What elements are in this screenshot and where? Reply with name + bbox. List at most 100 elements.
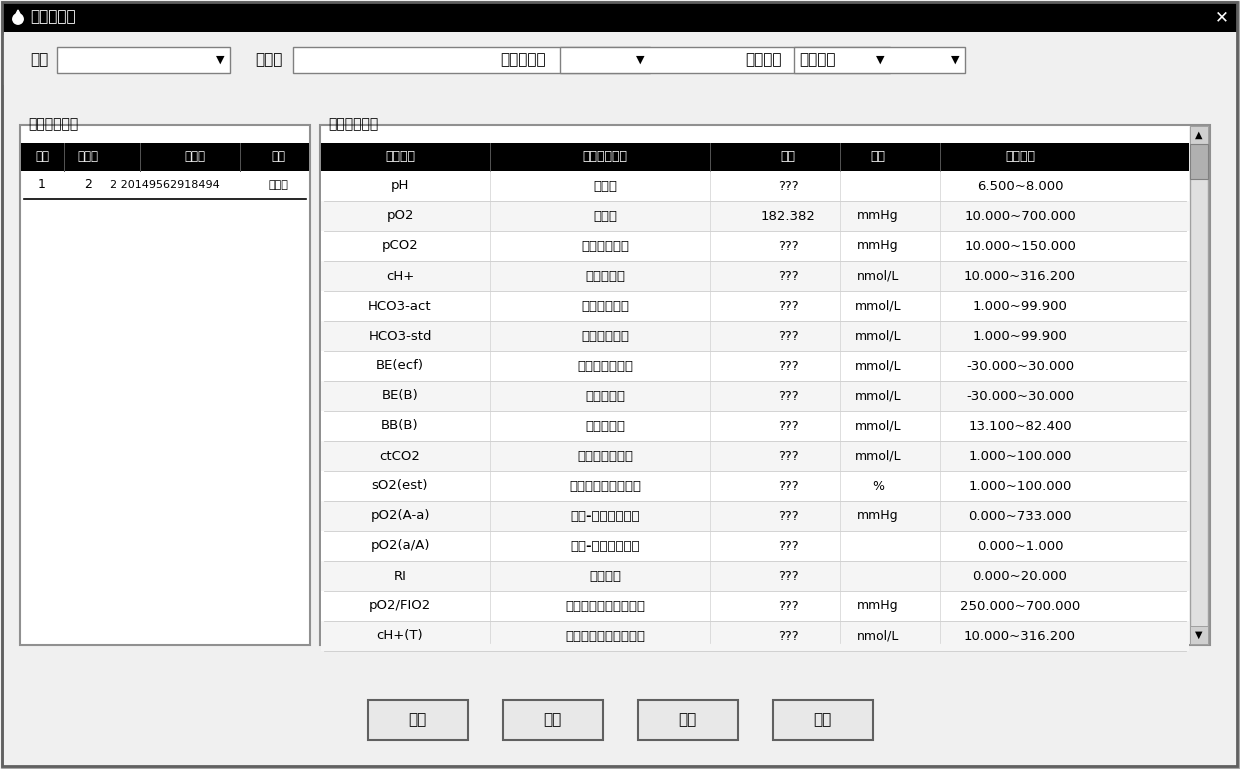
Text: ???: ???	[777, 480, 799, 492]
Bar	[57, 47, 229, 73]
Bar	[321, 351, 1189, 381]
Text: ???: ???	[777, 510, 799, 522]
Text: 1.000~100.000: 1.000~100.000	[968, 480, 1071, 492]
Text: 脐血样本信息: 脐血样本信息	[29, 117, 78, 131]
Bar	[321, 321, 1189, 351]
Bar	[21, 143, 309, 171]
Text: 病人号: 病人号	[255, 52, 283, 68]
Text: nmol/L: nmol/L	[857, 630, 899, 643]
Text: RI: RI	[393, 570, 407, 582]
Bar	[293, 47, 650, 73]
Text: 血氧饱和度（估计）: 血氧饱和度（估计）	[569, 480, 641, 492]
Text: 10.000~316.200: 10.000~316.200	[963, 269, 1076, 282]
Text: mmHg: mmHg	[857, 510, 899, 522]
Text: nmol/L: nmol/L	[857, 269, 899, 282]
Text: 1: 1	[38, 178, 46, 191]
Text: -30.000~30.000: -30.000~30.000	[966, 359, 1074, 372]
Text: 姓名: 姓名	[30, 52, 48, 68]
Text: 氧分压: 氧分压	[593, 209, 618, 222]
Text: %: %	[872, 480, 884, 492]
Text: 6.500~8.000: 6.500~8.000	[977, 179, 1063, 192]
Text: cH+: cH+	[386, 269, 414, 282]
Text: 细胞外液剩余碱: 细胞外液剩余碱	[577, 359, 632, 372]
Text: ▼: ▼	[1195, 630, 1203, 640]
Bar	[794, 47, 965, 73]
Text: 1.000~99.900: 1.000~99.900	[972, 299, 1068, 312]
Bar	[321, 201, 1189, 231]
Text: 单位: 单位	[870, 151, 885, 164]
Text: ???: ???	[777, 450, 799, 462]
Bar	[321, 381, 1189, 411]
Text: 动脉-肺泡氧分压比: 动脉-肺泡氧分压比	[570, 540, 640, 552]
Text: mmol/L: mmol/L	[854, 329, 901, 342]
Text: 退出: 退出	[813, 713, 832, 727]
Bar	[20, 125, 310, 645]
Text: 标本号: 标本号	[77, 151, 98, 164]
Text: 结果: 结果	[780, 151, 796, 164]
Bar	[367, 700, 467, 740]
Bar	[2, 2, 1238, 32]
Text: 样本号: 样本号	[185, 151, 206, 164]
Text: 182.382: 182.382	[760, 209, 816, 222]
Text: 二氧化碳分压: 二氧化碳分压	[582, 239, 629, 252]
Text: -30.000~30.000: -30.000~30.000	[966, 390, 1074, 402]
Text: mmol/L: mmol/L	[854, 390, 901, 402]
Text: 250.000~700.000: 250.000~700.000	[960, 600, 1080, 612]
Text: ???: ???	[777, 570, 799, 582]
Text: pCO2: pCO2	[382, 239, 418, 252]
Bar	[321, 621, 1189, 651]
Text: pO2(a/A): pO2(a/A)	[371, 540, 430, 552]
Text: 血液剩余碱: 血液剩余碱	[585, 390, 625, 402]
Text: HCO3-act: HCO3-act	[368, 299, 432, 312]
Text: ✕: ✕	[1215, 8, 1229, 26]
Circle shape	[12, 14, 24, 24]
Text: cH+(T): cH+(T)	[377, 630, 423, 643]
Text: ???: ???	[777, 269, 799, 282]
Text: 刷新: 刷新	[408, 713, 427, 727]
Text: 肺泡-动脉氧分压差: 肺泡-动脉氧分压差	[570, 510, 640, 522]
Text: 样本类型: 样本类型	[745, 52, 781, 68]
Text: ▼: ▼	[875, 55, 884, 65]
Text: 0.000~1.000: 0.000~1.000	[977, 540, 1063, 552]
Bar	[321, 531, 1189, 561]
Text: 总二氧化碳浓度: 总二氧化碳浓度	[577, 450, 632, 462]
Bar	[321, 471, 1189, 501]
Text: 10.000~316.200: 10.000~316.200	[963, 630, 1076, 643]
Bar	[321, 231, 1189, 261]
Text: 删除: 删除	[543, 713, 562, 727]
Bar	[1190, 144, 1208, 179]
Text: ???: ???	[777, 359, 799, 372]
Text: mmol/L: mmol/L	[854, 450, 901, 462]
Text: 1.000~99.900: 1.000~99.900	[972, 329, 1068, 342]
Text: mmol/L: mmol/L	[854, 420, 901, 432]
Text: 操作者工号: 操作者工号	[500, 52, 546, 68]
Bar	[321, 261, 1189, 291]
Text: 氧分压与吸氧组分比值: 氧分压与吸氧组分比值	[565, 600, 645, 612]
Text: ▼: ▼	[636, 55, 645, 65]
Text: 标准碳酸氢根: 标准碳酸氢根	[582, 329, 629, 342]
Text: 0.000~20.000: 0.000~20.000	[972, 570, 1068, 582]
Bar	[321, 591, 1189, 621]
Text: ctCO2: ctCO2	[379, 450, 420, 462]
Text: ???: ???	[777, 179, 799, 192]
Text: pO2/FIO2: pO2/FIO2	[368, 600, 432, 612]
Bar	[321, 441, 1189, 471]
Bar	[1190, 126, 1208, 144]
Text: ???: ???	[777, 540, 799, 552]
Text: pO2: pO2	[386, 209, 414, 222]
Text: 血液缓冲碱: 血液缓冲碱	[585, 420, 625, 432]
Text: ▼: ▼	[216, 55, 224, 65]
Text: 温度纠正的氢离子浓度: 温度纠正的氢离子浓度	[565, 630, 645, 643]
Text: 参考范围: 参考范围	[1004, 151, 1035, 164]
Text: BE(B): BE(B)	[382, 390, 418, 402]
Text: ???: ???	[777, 299, 799, 312]
Text: 脐血样本结果: 脐血样本结果	[329, 117, 378, 131]
Text: 审核: 审核	[678, 713, 697, 727]
Text: pH: pH	[391, 179, 409, 192]
Text: 酸碱度: 酸碱度	[593, 179, 618, 192]
Text: 检验项目: 检验项目	[384, 151, 415, 164]
Bar	[321, 501, 1189, 531]
Bar	[321, 291, 1189, 321]
Bar	[560, 47, 890, 73]
Text: 实际碳酸氢根: 实际碳酸氢根	[582, 299, 629, 312]
